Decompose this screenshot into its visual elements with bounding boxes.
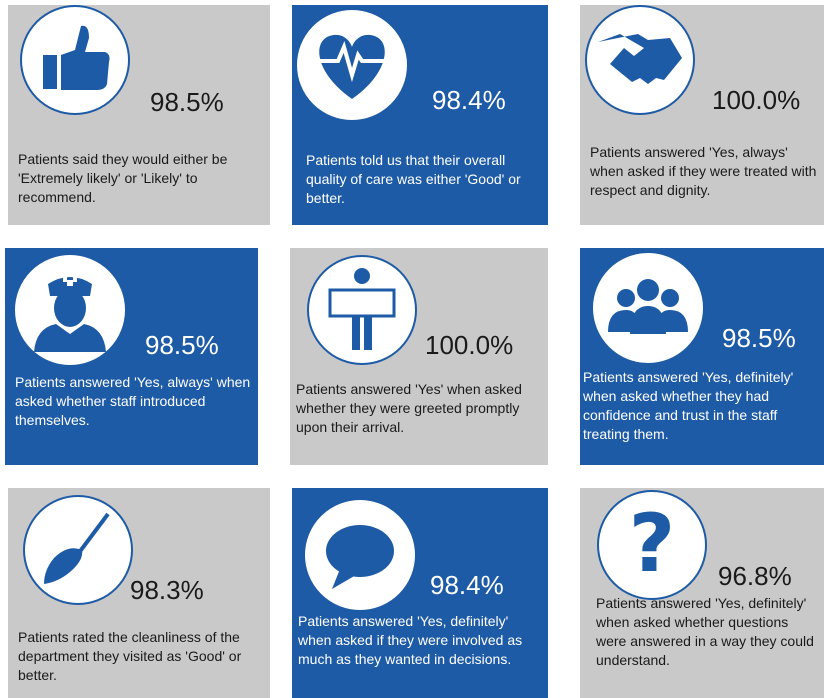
icon [15, 255, 125, 365]
percent: 98.3% [130, 575, 204, 605]
tile: 98.5% Patients answered 'Yes, definitely'… [580, 248, 824, 465]
icon [23, 495, 133, 605]
icon: ? [597, 490, 707, 600]
tile: 98.5% Patients said they would either be … [8, 5, 270, 225]
description: Patients rated the cleanliness of the de… [18, 629, 242, 683]
percent: 100.0% [712, 85, 801, 115]
description: Patients answered 'Yes, always' when ask… [590, 144, 817, 198]
description: Patients answered 'Yes, definitely' when… [298, 613, 523, 667]
percent: 98.4% [430, 570, 504, 600]
tile: ? 96.8% Patients answered 'Yes, definitely… [580, 488, 824, 698]
tile: 98.5% Patients answered 'Yes, always' whe… [5, 248, 258, 465]
description: Patients answered 'Yes, definitely' when… [596, 595, 814, 668]
icon [307, 255, 417, 365]
icon [20, 5, 130, 115]
tile: 100.0% Patients answered 'Yes' when asked… [290, 248, 548, 465]
icon [593, 253, 703, 363]
tile: 98.3% Patients rated the cleanliness of t… [8, 488, 270, 698]
percent: 98.5% [145, 330, 219, 360]
percent: 96.8% [718, 561, 792, 591]
tile: 98.4% Patients told us that their overall… [292, 5, 548, 225]
description: Patients answered 'Yes, always' when ask… [15, 374, 251, 428]
percent: 98.5% [150, 87, 224, 117]
percent: 98.4% [432, 85, 506, 115]
svg-text:?: ? [629, 497, 675, 590]
description: Patients answered 'Yes, definitely' when… [583, 369, 794, 442]
percent: 100.0% [425, 330, 514, 360]
tile: 100.0% Patients answered 'Yes, always' wh… [580, 5, 824, 225]
description: Patients said they would either be 'Extr… [18, 151, 228, 205]
icon [305, 500, 415, 610]
icon [297, 10, 407, 120]
description: Patients answered 'Yes' when asked wheth… [296, 381, 522, 435]
description: Patients told us that their overall qual… [306, 152, 521, 206]
tile: 98.4% Patients answered 'Yes, definitely'… [292, 488, 548, 698]
percent: 98.5% [722, 323, 796, 353]
icon [585, 5, 695, 115]
